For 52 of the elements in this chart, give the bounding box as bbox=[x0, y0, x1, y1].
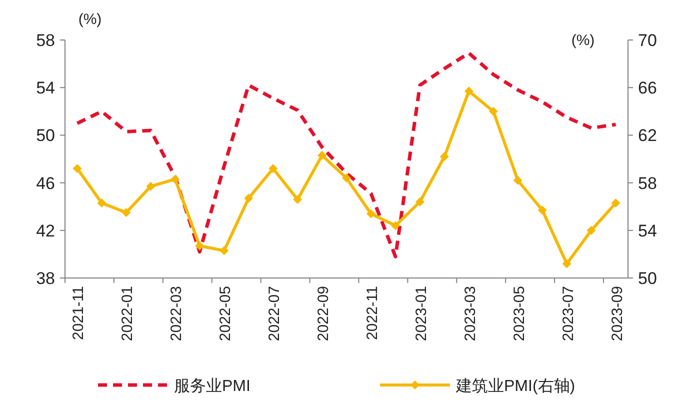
y2-tick-label: 70 bbox=[638, 31, 657, 50]
y2-tick-label: 50 bbox=[638, 269, 657, 288]
x-tick-label: 2022-03 bbox=[168, 286, 186, 342]
y2-axis-title: (%) bbox=[571, 32, 595, 49]
point bbox=[611, 198, 620, 208]
point bbox=[318, 150, 327, 160]
x-tick-label: 2021-11 bbox=[70, 286, 88, 340]
point bbox=[390, 221, 400, 230]
y-tick-label: 58 bbox=[36, 31, 55, 50]
y2-tick-label: 58 bbox=[638, 174, 657, 193]
x-tick-label: 2022-09 bbox=[315, 286, 332, 342]
y-tick-label: 50 bbox=[36, 126, 55, 146]
y2-tick-label: 54 bbox=[638, 221, 657, 240]
point bbox=[293, 194, 302, 204]
point bbox=[464, 86, 474, 96]
y-tick-label: 38 bbox=[36, 269, 55, 288]
y-axis-title: (%) bbox=[78, 11, 102, 28]
x-tick-label: 2023-03 bbox=[462, 286, 479, 342]
x-tick-label: 2022-05 bbox=[217, 286, 234, 342]
point bbox=[538, 206, 547, 215]
line-series bbox=[75, 51, 618, 258]
y-tick-label: 42 bbox=[36, 221, 55, 240]
point bbox=[122, 208, 131, 218]
x-tick-label: 2023-01 bbox=[412, 286, 430, 342]
point bbox=[586, 226, 596, 235]
point bbox=[440, 152, 449, 162]
point bbox=[72, 164, 82, 174]
point bbox=[146, 182, 156, 191]
x-tick-label: 2023-07 bbox=[560, 286, 577, 342]
y-tick-label: 54 bbox=[36, 78, 55, 98]
point bbox=[220, 246, 229, 256]
point bbox=[342, 174, 351, 183]
point bbox=[268, 164, 278, 174]
x-tick-label: 2023-09 bbox=[608, 286, 626, 342]
point bbox=[244, 194, 254, 203]
y2-tick-label: 62 bbox=[638, 126, 657, 146]
legend-label: 服务业PMI bbox=[174, 377, 250, 395]
point bbox=[513, 176, 522, 185]
point bbox=[195, 241, 204, 250]
point bbox=[562, 259, 572, 268]
point bbox=[97, 198, 106, 208]
point bbox=[415, 197, 424, 206]
x-tick-label: 2022-11 bbox=[364, 286, 381, 340]
y-tick-label: 46 bbox=[36, 174, 55, 193]
x-tick-label: 2023-05 bbox=[510, 286, 528, 342]
point bbox=[488, 106, 498, 116]
point bbox=[366, 209, 376, 218]
x-tick-label: 2022-01 bbox=[119, 286, 136, 342]
x-tick-label: 2022-07 bbox=[266, 286, 284, 342]
legend-label: 建筑业PMI(右轴) bbox=[455, 377, 576, 395]
y2-tick-label: 66 bbox=[638, 78, 657, 98]
point bbox=[170, 174, 180, 184]
